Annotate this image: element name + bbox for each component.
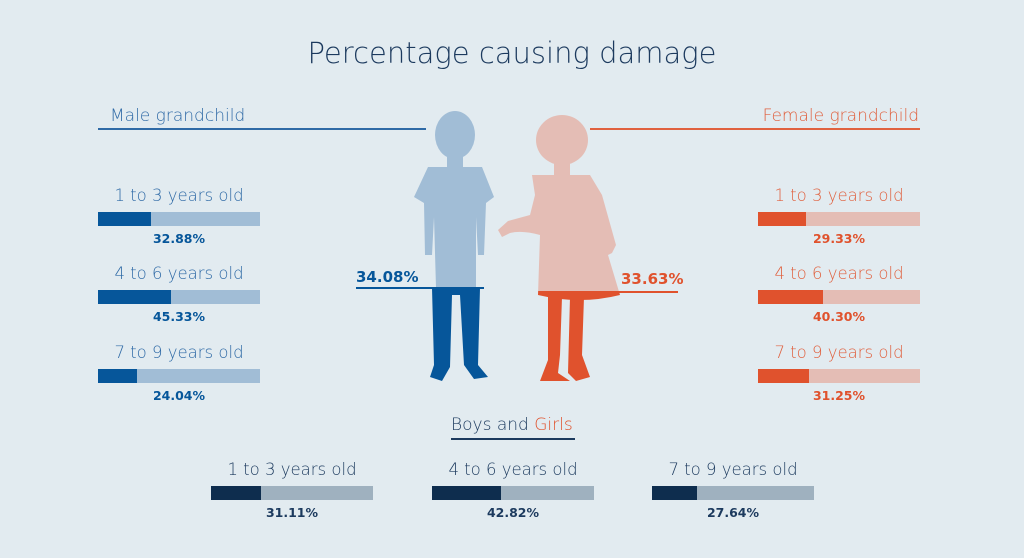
both-bar-track — [652, 486, 814, 500]
male-bar-fill — [98, 290, 172, 304]
male-heading-rule — [98, 128, 426, 130]
boys-label: Boys — [451, 415, 492, 435]
male-value-label: 32.88% — [152, 231, 206, 246]
female-bar-track — [758, 369, 920, 383]
male-heading: Male grandchild — [110, 106, 246, 126]
both-bar-fill — [211, 486, 262, 500]
male-bar-fill — [98, 212, 152, 226]
female-value-label: 31.25% — [812, 388, 866, 403]
male-category-label: 1 to 3 years old — [114, 186, 244, 205]
both-value-label: 27.64% — [706, 505, 760, 520]
male-overall-value: 34.08% — [356, 268, 419, 286]
female-value-label: 29.33% — [812, 231, 866, 246]
children-silhouettes — [414, 111, 620, 381]
female-bar-fill — [758, 290, 824, 304]
both-category-label: 7 to 9 years old — [668, 460, 798, 479]
both-bar-track — [211, 486, 373, 500]
male-bar-track — [98, 212, 260, 226]
both-bar-fill — [432, 486, 502, 500]
both-value-label: 42.82% — [486, 505, 540, 520]
male-bar-fill — [98, 369, 137, 383]
female-bar-fill — [758, 369, 809, 383]
male-overall-rule — [356, 287, 484, 289]
female-category-label: 7 to 9 years old — [774, 343, 904, 362]
female-heading: Female grandchild — [762, 106, 919, 126]
female-overall-rule — [556, 291, 678, 293]
female-bar-fill — [758, 212, 806, 226]
female-overall-value: 33.63% — [621, 270, 684, 288]
both-bar-fill — [652, 486, 697, 500]
female-bar-track — [758, 212, 920, 226]
female-category-label: 4 to 6 years old — [774, 264, 904, 283]
both-bar-track — [432, 486, 594, 500]
and-label: and — [496, 415, 529, 435]
female-bar-track — [758, 290, 920, 304]
both-category-label: 4 to 6 years old — [448, 460, 578, 479]
both-category-label: 1 to 3 years old — [227, 460, 357, 479]
both-value-label: 31.11% — [265, 505, 319, 520]
female-category-label: 1 to 3 years old — [774, 186, 904, 205]
page-title: Percentage causing damage — [307, 36, 717, 70]
female-value-label: 40.30% — [812, 309, 866, 324]
girls-label: Girls — [534, 415, 573, 435]
male-value-label: 45.33% — [152, 309, 206, 324]
male-bar-track — [98, 290, 260, 304]
male-category-label: 4 to 6 years old — [114, 264, 244, 283]
bottom-heading-rule — [451, 438, 575, 440]
male-bar-track — [98, 369, 260, 383]
male-category-label: 7 to 9 years old — [114, 343, 244, 362]
male-value-label: 24.04% — [152, 388, 206, 403]
bottom-heading: Boys and Girls — [451, 415, 573, 435]
female-heading-rule — [590, 128, 920, 130]
